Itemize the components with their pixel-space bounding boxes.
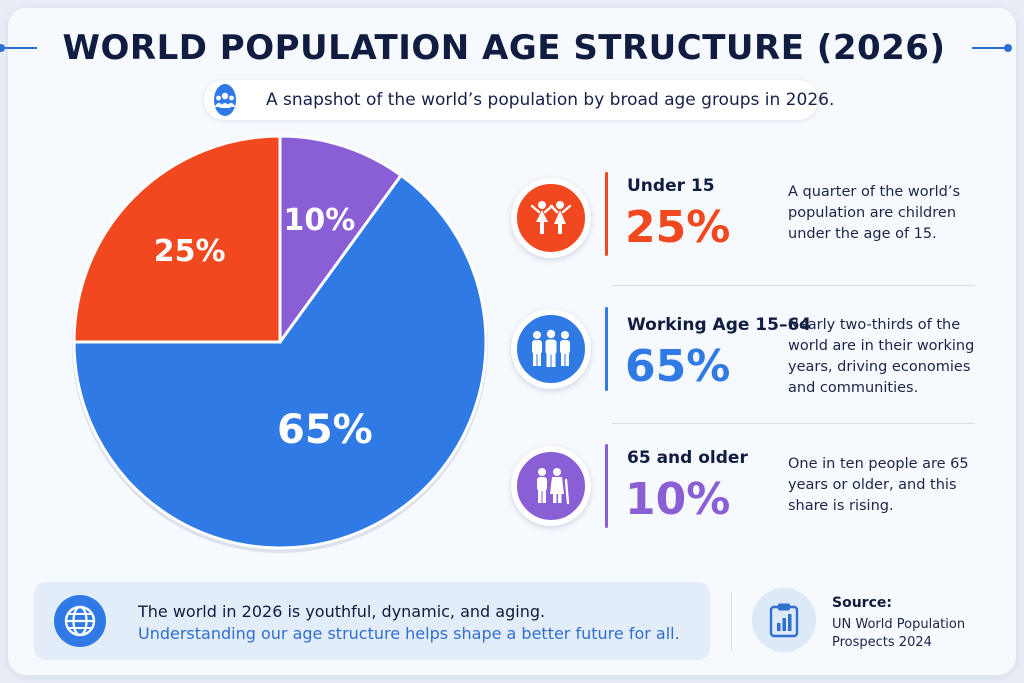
children-icon — [511, 178, 591, 258]
pie-slice-label: 65% — [277, 407, 373, 453]
group-accent-bar — [605, 307, 608, 391]
group-description: Nearly two-thirds of the world are in th… — [788, 317, 975, 396]
summary-line-2: Understanding our age structure helps sh… — [138, 624, 680, 643]
group-row-under-15: Under 15 25% A quarter of the world’s po… — [505, 168, 975, 278]
subtitle-pill: A snapshot of the world’s population by … — [204, 80, 834, 120]
group-label: Working Age 15–64 — [627, 315, 812, 335]
row-divider — [612, 423, 974, 424]
summary-box: The world in 2026 is youthful, dynamic, … — [34, 582, 710, 660]
group-label: Under 15 — [627, 176, 715, 196]
group-row-65-older: 65 and older 10% One in ten people are 6… — [505, 440, 975, 550]
adults-icon — [511, 309, 591, 389]
group-label: 65 and older — [627, 448, 748, 468]
source-text: UN World Population Prospects 2024 — [832, 617, 966, 650]
group-accent-bar — [605, 444, 608, 528]
title-row: WORLD POPULATION AGE STRUCTURE (2026) — [0, 22, 1012, 74]
footer-separator — [731, 592, 732, 650]
group-row-working-age: Working Age 15–64 65% Nearly two-thirds … — [505, 303, 975, 413]
people-group-icon — [214, 84, 236, 116]
pie-slice — [278, 134, 404, 347]
group-percentage: 10% — [625, 474, 731, 525]
pie-chart-svg: 10% 65% 25% — [72, 134, 488, 553]
source-label: Source: — [832, 595, 892, 611]
subtitle: A snapshot of the world’s population by … — [266, 90, 835, 110]
page-title: WORLD POPULATION AGE STRUCTURE (2026) — [62, 28, 946, 68]
pie-slice — [72, 134, 282, 344]
pie-chart: 10% 65% 25% — [60, 130, 500, 560]
pie-slice-label: 10% — [284, 203, 356, 238]
title-decor-left — [0, 44, 37, 52]
pie-slice-label: 25% — [154, 234, 226, 269]
group-accent-bar — [605, 172, 608, 256]
title-decor-right — [971, 44, 1012, 52]
pie-slice — [72, 173, 488, 550]
group-description: One in ten people are 65 years or older,… — [788, 456, 969, 514]
group-percentage: 25% — [625, 202, 731, 253]
group-description: A quarter of the world’s population are … — [788, 184, 961, 242]
globe-icon — [54, 595, 106, 647]
row-divider — [612, 285, 974, 286]
clipboard-chart-icon — [752, 588, 816, 652]
elderly-icon — [511, 446, 591, 526]
summary-line-1: The world in 2026 is youthful, dynamic, … — [138, 602, 546, 621]
group-percentage: 65% — [625, 341, 731, 392]
